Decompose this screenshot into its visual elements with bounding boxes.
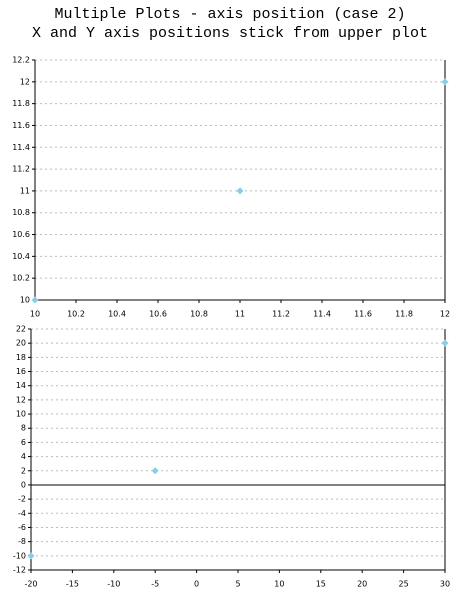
x-tick-label: -10 (107, 580, 120, 589)
y-tick-label: 10.6 (12, 230, 30, 239)
y-tick-label: 2 (21, 466, 26, 475)
y-tick-label: 4 (21, 452, 26, 461)
y-tick-label: -8 (18, 537, 26, 546)
y-tick-label: -4 (18, 509, 26, 518)
y-tick-label: 10 (20, 296, 30, 305)
x-tick-label: 15 (316, 580, 326, 589)
y-tick-label: 20 (16, 339, 26, 348)
y-tick-label: 8 (21, 424, 26, 433)
x-tick-label: 11.2 (272, 310, 290, 319)
x-tick-label: -5 (151, 580, 159, 589)
y-tick-label: -2 (18, 495, 26, 504)
x-tick-label: 10.2 (67, 310, 85, 319)
y-tick-label: 11.8 (12, 99, 30, 108)
point (31, 296, 39, 304)
y-tick-label: 22 (16, 325, 26, 334)
y-tick-label: -6 (18, 523, 26, 532)
chart-subtitle: X and Y axis positions stick from upper … (32, 25, 428, 42)
y-tick-label: 6 (21, 438, 26, 447)
y-tick-label: 10.4 (12, 252, 30, 261)
x-tick-label: 0 (194, 580, 199, 589)
x-tick-label: 10.6 (149, 310, 167, 319)
x-tick-label: 25 (399, 580, 409, 589)
x-tick-label: 10 (30, 310, 40, 319)
y-tick-label: 14 (16, 381, 26, 390)
point (441, 78, 449, 86)
y-tick-label: -12 (13, 566, 26, 575)
y-tick-label: 11.6 (12, 121, 30, 130)
chart-title: Multiple Plots - axis position (case 2) (54, 6, 405, 23)
y-tick-label: 11.2 (12, 165, 30, 174)
x-tick-label: 10.8 (190, 310, 208, 319)
x-tick-label: 12 (440, 310, 450, 319)
y-tick-label: 11.4 (12, 143, 30, 152)
x-tick-label: 20 (357, 580, 367, 589)
x-tick-label: 11.4 (313, 310, 331, 319)
x-tick-label: 5 (235, 580, 240, 589)
y-tick-label: 16 (16, 367, 26, 376)
point (236, 187, 244, 195)
y-tick-label: 10 (16, 410, 26, 419)
x-tick-label: 30 (440, 580, 450, 589)
y-tick-label: 0 (21, 480, 26, 489)
x-tick-label: -20 (24, 580, 37, 589)
y-tick-label: 10.8 (12, 208, 30, 217)
x-tick-label: 11.6 (354, 310, 372, 319)
x-tick-label: 10.4 (108, 310, 126, 319)
x-tick-label: -15 (66, 580, 79, 589)
point (151, 467, 159, 475)
point (441, 339, 449, 347)
y-tick-label: 12.2 (12, 56, 30, 65)
point (27, 552, 35, 560)
x-tick-label: 11 (235, 310, 245, 319)
y-tick-label: 12 (20, 77, 30, 86)
y-tick-label: 18 (16, 353, 26, 362)
x-tick-label: 11.8 (395, 310, 413, 319)
y-tick-label: 12 (16, 395, 26, 404)
y-tick-label: 11 (20, 186, 30, 195)
x-tick-label: 10 (274, 580, 284, 589)
y-tick-label: 10.2 (12, 274, 30, 283)
y-tick-label: -10 (13, 551, 26, 560)
